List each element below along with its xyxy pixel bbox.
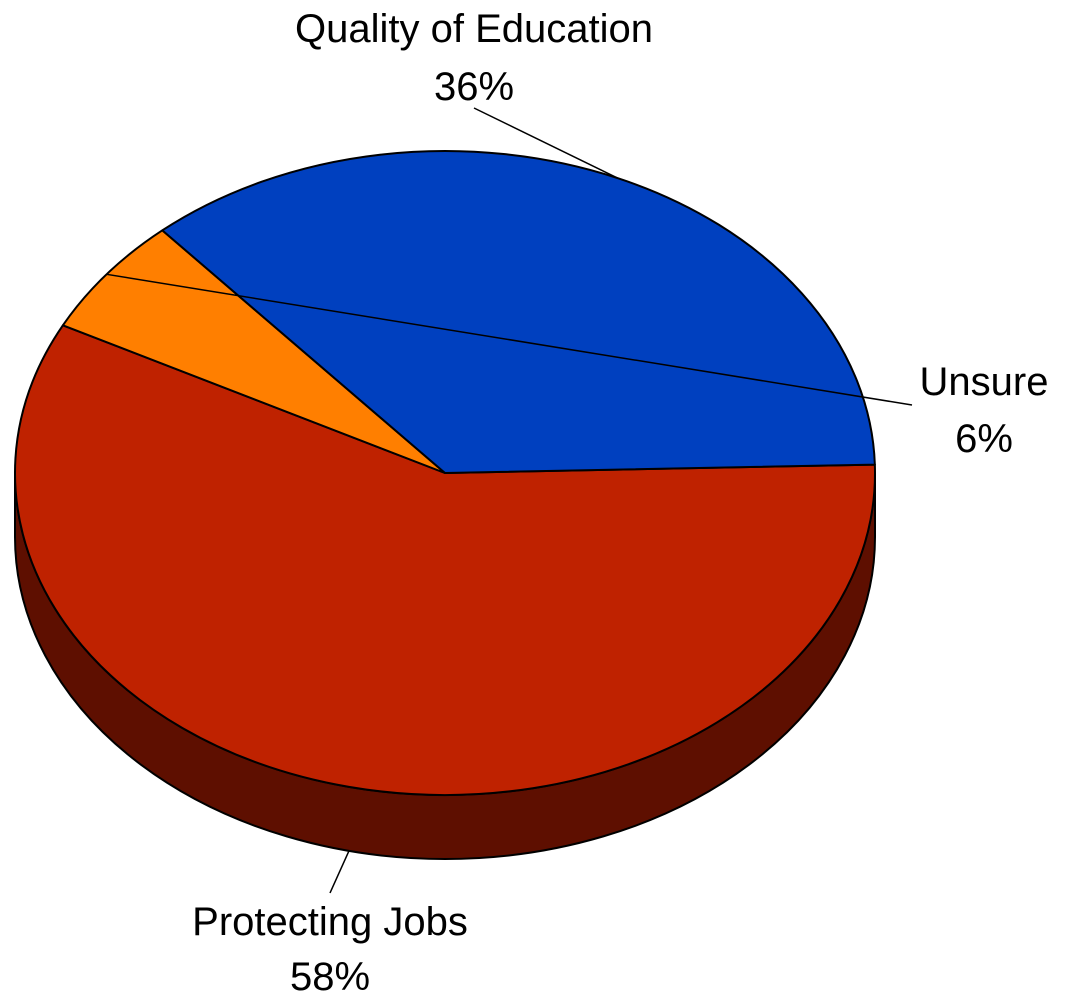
leader-line-quality-of-education bbox=[473, 107, 619, 179]
slice-unsure bbox=[61, 229, 446, 474]
slice-label-protecting-jobs: Protecting Jobs bbox=[192, 900, 468, 944]
slice-value-protecting-jobs: 58% bbox=[290, 955, 370, 996]
leader-line-protecting-jobs bbox=[329, 850, 350, 894]
leader-line-unsure bbox=[106, 273, 913, 406]
slice-label-unsure: Unsure bbox=[920, 360, 1049, 404]
slice-label-quality-of-education: Quality of Education bbox=[295, 7, 653, 51]
slice-protecting-jobs bbox=[14, 324, 876, 796]
pie-slices bbox=[14, 150, 876, 796]
leader-lines bbox=[106, 107, 913, 894]
slice-value-quality-of-education: 36% bbox=[434, 65, 514, 109]
slice-value-unsure: 6% bbox=[955, 417, 1013, 461]
